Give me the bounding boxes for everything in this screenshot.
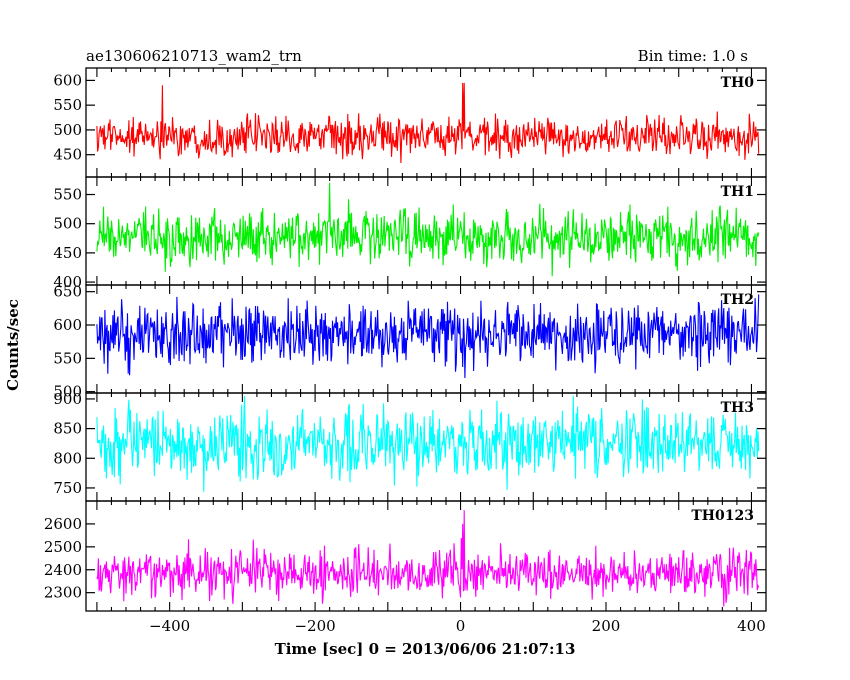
y-tick-label: 900 — [53, 390, 82, 408]
y-tick-label: 2500 — [44, 538, 82, 556]
panel-th0123: 2300 2400 2500 2600 TH0123 — [44, 500, 767, 612]
series-line-th3 — [96, 395, 760, 492]
x-tick-label: 0 — [456, 617, 466, 635]
y-tick-label: 800 — [53, 449, 82, 467]
series-line-th0 — [96, 82, 760, 164]
series-line-th1 — [96, 182, 760, 277]
series-line-th2 — [96, 294, 760, 379]
y-tick-label: 650 — [53, 283, 82, 301]
series-line-th0123 — [96, 510, 760, 607]
panel-label-th1: TH1 — [721, 184, 754, 200]
panel-th1: 400 450 500 550 TH1 — [53, 176, 767, 291]
y-tick-label: 2300 — [44, 584, 82, 602]
panel-label-th0123: TH0123 — [691, 508, 754, 524]
x-tick-label: 400 — [737, 617, 766, 635]
x-axis-label: Time [sec] 0 = 2013/06/06 21:07:13 — [275, 640, 576, 658]
y-tick-label: 750 — [53, 479, 82, 497]
panels-group: 450 500 550 600 TH0 400 450 500 550 TH1 500 550 600 6… — [44, 67, 767, 612]
y-tick-label: 550 — [53, 96, 82, 114]
y-axis-label: Counts/sec — [4, 299, 22, 391]
chart-title-right: Bin time: 1.0 s — [638, 47, 748, 65]
panel-th0: 450 500 550 600 TH0 — [53, 67, 767, 178]
y-tick-label: 550 — [53, 349, 82, 367]
panel-th3: 750 800 850 900 TH3 — [53, 390, 767, 502]
panel-label-th3: TH3 — [721, 400, 754, 416]
y-tick-label: 500 — [53, 383, 82, 401]
panel-frame-th0123 — [85, 500, 767, 612]
y-tick-label: 2600 — [44, 515, 82, 533]
x-tick-label: −400 — [149, 617, 190, 635]
x-tick-labels: −400 −200 0 200 400 — [149, 617, 766, 635]
y-tick-label: 450 — [53, 146, 82, 164]
y-tick-label: 850 — [53, 420, 82, 438]
y-tick-label: 500 — [53, 121, 82, 139]
y-tick-label: 2400 — [44, 561, 82, 579]
panel-th2: 500 550 600 650 TH2 — [53, 283, 767, 401]
y-tick-label: 550 — [53, 186, 82, 204]
y-tick-label: 600 — [53, 71, 82, 89]
panel-label-th0: TH0 — [721, 75, 755, 91]
chart-title-left: ae130606210713_wam2_trn — [86, 47, 302, 65]
panel-label-th2: TH2 — [721, 292, 754, 308]
y-tick-label: 600 — [53, 316, 82, 334]
y-tick-label: 500 — [53, 215, 82, 233]
y-tick-label: 400 — [53, 273, 82, 291]
x-tick-label: 200 — [592, 617, 621, 635]
x-tick-label: −200 — [294, 617, 335, 635]
y-tick-label: 450 — [53, 244, 82, 262]
